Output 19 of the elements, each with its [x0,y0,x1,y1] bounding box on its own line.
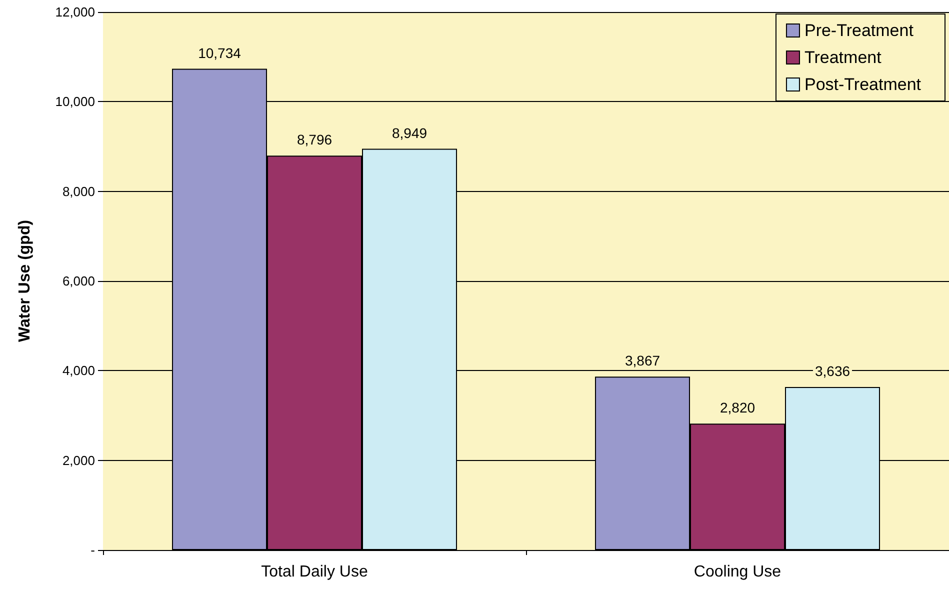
y-tick-label: 8,000 [62,184,95,199]
y-tick-label: 12,000 [55,4,95,20]
x-tick-label: Total Daily Use [261,564,368,580]
y-tick-label: 6,000 [62,274,95,288]
legend-label: Post-Treatment [804,75,922,94]
y-tick-label: 4,000 [62,363,95,378]
data-label: 2,820 [720,400,756,416]
y-tick-label: - [90,542,95,558]
data-label: 3,867 [624,352,660,369]
y-axis-title: Water Use (gpd) [16,220,34,342]
legend-label: Treatment [804,48,882,67]
y-tick-label: 10,000 [55,94,95,110]
x-tick-label: Cooling Use [694,564,782,580]
legend-label: Pre-Treatment [804,21,914,40]
data-label: 8,796 [296,132,332,148]
data-label: 10,734 [198,44,242,61]
y-tick-label: 2,000 [62,452,95,468]
data-label: 8,949 [392,124,428,141]
data-label: 3,636 [814,362,850,379]
